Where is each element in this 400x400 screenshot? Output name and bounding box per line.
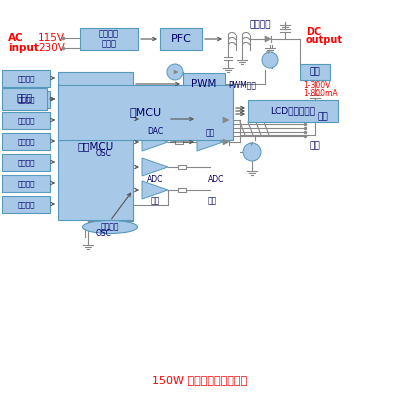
Text: 比较: 比较 bbox=[205, 128, 215, 138]
Bar bbox=[2, 88, 47, 110]
Text: 1-300V: 1-300V bbox=[303, 82, 330, 90]
Text: PWM: PWM bbox=[191, 79, 217, 89]
Polygon shape bbox=[223, 117, 229, 123]
Text: ADC: ADC bbox=[208, 174, 224, 184]
Bar bbox=[175, 117, 183, 121]
Text: DC: DC bbox=[306, 27, 321, 37]
Text: PFC: PFC bbox=[170, 34, 192, 44]
Polygon shape bbox=[197, 133, 223, 151]
Bar bbox=[80, 28, 138, 50]
Bar bbox=[160, 28, 202, 50]
Bar bbox=[2, 154, 50, 171]
Bar bbox=[2, 196, 50, 213]
Bar bbox=[248, 100, 338, 122]
Text: ADC: ADC bbox=[147, 174, 163, 184]
Polygon shape bbox=[142, 111, 168, 129]
Text: AC: AC bbox=[8, 33, 24, 43]
Text: 放大: 放大 bbox=[208, 196, 217, 206]
Circle shape bbox=[243, 143, 261, 161]
Bar bbox=[300, 64, 330, 80]
Bar bbox=[2, 112, 50, 129]
Text: 主MCU: 主MCU bbox=[130, 108, 162, 118]
Text: 过流保护: 过流保护 bbox=[17, 96, 35, 103]
Bar bbox=[2, 133, 50, 150]
Text: 存储器: 存储器 bbox=[16, 94, 32, 104]
Polygon shape bbox=[223, 139, 229, 145]
Bar bbox=[2, 91, 50, 108]
Polygon shape bbox=[142, 158, 168, 176]
Text: 开路保护: 开路保护 bbox=[17, 201, 35, 208]
Text: 230V: 230V bbox=[38, 43, 65, 53]
Circle shape bbox=[167, 64, 183, 80]
Text: 主变压器: 主变压器 bbox=[249, 20, 271, 29]
Polygon shape bbox=[265, 36, 271, 42]
Polygon shape bbox=[142, 133, 168, 151]
Text: DAC: DAC bbox=[147, 128, 163, 136]
Text: 超温保护: 超温保护 bbox=[17, 117, 35, 124]
Bar bbox=[183, 73, 225, 95]
Text: LCD点阵显示屏: LCD点阵显示屏 bbox=[270, 106, 316, 116]
Polygon shape bbox=[197, 111, 223, 129]
Text: 负载: 负载 bbox=[310, 68, 320, 76]
Text: 光耦隔离: 光耦隔离 bbox=[101, 222, 119, 232]
Text: 故障保护: 故障保护 bbox=[17, 159, 35, 166]
Ellipse shape bbox=[82, 220, 138, 234]
Circle shape bbox=[262, 52, 278, 68]
Bar bbox=[178, 188, 186, 192]
Bar bbox=[178, 165, 186, 169]
Bar bbox=[175, 140, 183, 144]
Text: 超压保护: 超压保护 bbox=[17, 75, 35, 82]
Bar bbox=[58, 72, 133, 220]
Polygon shape bbox=[142, 181, 168, 199]
Text: 漏电保护: 漏电保护 bbox=[17, 138, 35, 145]
Bar bbox=[2, 175, 50, 192]
Text: 放大: 放大 bbox=[150, 196, 160, 206]
Text: 采样: 采样 bbox=[318, 112, 329, 121]
Text: output: output bbox=[306, 35, 343, 45]
Text: OSC: OSC bbox=[96, 148, 112, 158]
Text: 键盘: 键盘 bbox=[310, 142, 321, 150]
Text: 共模滤波
波网络: 共模滤波 波网络 bbox=[99, 29, 119, 49]
Bar bbox=[2, 70, 50, 87]
Text: 控制MCU: 控制MCU bbox=[77, 141, 114, 151]
Text: 1-800mA: 1-800mA bbox=[303, 88, 338, 98]
Text: input: input bbox=[8, 43, 39, 53]
Text: 短路保护: 短路保护 bbox=[17, 180, 35, 187]
Text: 115V: 115V bbox=[38, 33, 65, 43]
Text: PWM控制: PWM控制 bbox=[228, 80, 256, 90]
Bar bbox=[58, 85, 233, 140]
Text: 150W 精密电泳电源方框图: 150W 精密电泳电源方框图 bbox=[152, 375, 248, 385]
Polygon shape bbox=[174, 70, 178, 74]
Text: OSC: OSC bbox=[96, 228, 112, 238]
